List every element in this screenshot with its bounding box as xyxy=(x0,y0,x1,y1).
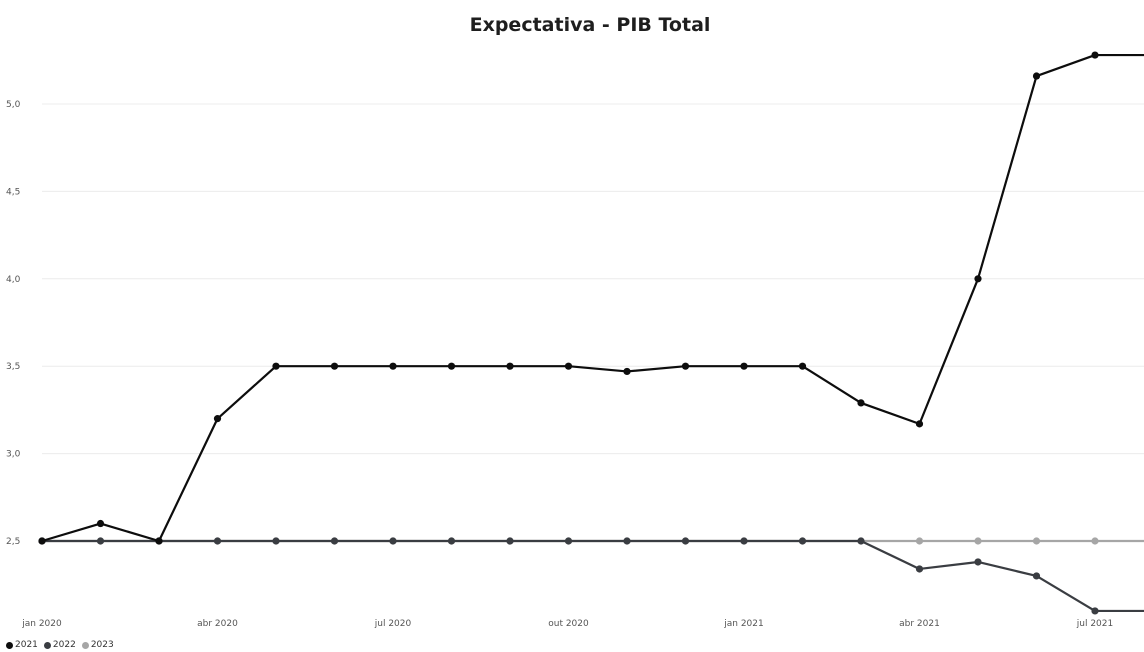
series-layer xyxy=(38,51,1144,615)
data-point-2022[interactable] xyxy=(96,537,105,545)
y-tick-label: 2,5 xyxy=(6,537,20,547)
series-2022 xyxy=(38,537,1144,615)
data-point-2021[interactable] xyxy=(38,537,46,545)
legend-label: 2023 xyxy=(90,640,114,650)
series-line-2022 xyxy=(42,539,1144,613)
data-point-2022[interactable] xyxy=(389,537,397,545)
data-point-2022[interactable] xyxy=(272,537,280,545)
data-point-2022[interactable] xyxy=(857,537,865,545)
data-point-2023[interactable] xyxy=(1032,537,1041,545)
data-point-2021[interactable] xyxy=(389,362,397,370)
y-tick-label: 5,0 xyxy=(6,100,21,110)
x-tick-label: out 2020 xyxy=(548,619,589,629)
legend-swatch xyxy=(81,641,89,649)
data-point-2021[interactable] xyxy=(96,519,105,528)
data-point-2022[interactable] xyxy=(740,537,748,545)
y-tick-label: 3,0 xyxy=(6,450,21,460)
data-point-2022[interactable] xyxy=(623,537,631,545)
x-tick-label: abr 2020 xyxy=(197,619,238,629)
data-point-2022[interactable] xyxy=(915,565,924,573)
data-point-2021[interactable] xyxy=(330,362,339,370)
data-point-2023[interactable] xyxy=(974,537,982,545)
data-point-2021[interactable] xyxy=(857,399,865,407)
x-tick-label: jan 2021 xyxy=(723,619,764,629)
data-point-2023[interactable] xyxy=(915,537,924,545)
data-point-2022[interactable] xyxy=(506,537,514,545)
data-point-2021[interactable] xyxy=(155,537,163,545)
grid-layer xyxy=(42,103,1144,542)
data-point-2021[interactable] xyxy=(681,362,690,370)
x-tick-label: jul 2020 xyxy=(374,619,412,629)
data-point-2021[interactable] xyxy=(506,362,514,370)
legend-item-2021[interactable]: 2021 xyxy=(6,640,38,650)
data-point-2021[interactable] xyxy=(1091,51,1099,59)
data-point-2023[interactable] xyxy=(1091,537,1099,545)
legend-label: 2022 xyxy=(52,640,76,650)
legend-item-2022[interactable]: 2022 xyxy=(43,640,76,650)
data-point-2021[interactable] xyxy=(915,420,924,428)
x-tick-label: jan 2020 xyxy=(21,619,62,629)
data-point-2021[interactable] xyxy=(213,415,222,423)
data-point-2022[interactable] xyxy=(1091,607,1099,615)
data-point-2021[interactable] xyxy=(623,367,631,376)
y-tick-label: 3,5 xyxy=(6,362,20,372)
data-point-2022[interactable] xyxy=(974,558,982,566)
data-point-2022[interactable] xyxy=(681,537,690,545)
y-axis-ticks: 5,0 4,5 4,0 3,5 3,0 2,5 xyxy=(6,100,21,547)
data-point-2022[interactable] xyxy=(213,537,222,545)
data-point-2022[interactable] xyxy=(330,537,339,545)
x-tick-label: abr 2021 xyxy=(899,619,940,629)
legend: 2021 2022 2023 xyxy=(6,640,114,650)
data-point-2021[interactable] xyxy=(974,275,982,283)
data-point-2022[interactable] xyxy=(798,537,807,545)
legend-label: 2021 xyxy=(15,640,38,650)
data-point-2021[interactable] xyxy=(272,362,280,370)
legend-swatch xyxy=(6,641,13,649)
data-point-2021[interactable] xyxy=(447,362,456,370)
data-point-2021[interactable] xyxy=(798,362,807,370)
legend-item-2023[interactable]: 2023 xyxy=(81,640,114,650)
data-point-2021[interactable] xyxy=(740,362,748,370)
data-point-2022[interactable] xyxy=(1032,572,1041,580)
y-tick-label: 4,5 xyxy=(6,187,20,197)
data-point-2021[interactable] xyxy=(564,362,573,370)
series-2021 xyxy=(38,51,1144,545)
x-axis-ticks: jan 2020 abr 2020 jul 2020 out 2020 jan 2021… xyxy=(21,619,1113,629)
chart-title: Expectativa - PIB Total xyxy=(469,14,711,36)
y-tick-label: 4,0 xyxy=(6,275,21,285)
data-point-2022[interactable] xyxy=(447,537,456,545)
data-point-2021[interactable] xyxy=(1032,72,1041,80)
legend-swatch xyxy=(43,641,51,649)
x-tick-label: jul 2021 xyxy=(1076,619,1113,629)
series-line-2021 xyxy=(41,53,1144,543)
data-point-2022[interactable] xyxy=(564,537,573,545)
